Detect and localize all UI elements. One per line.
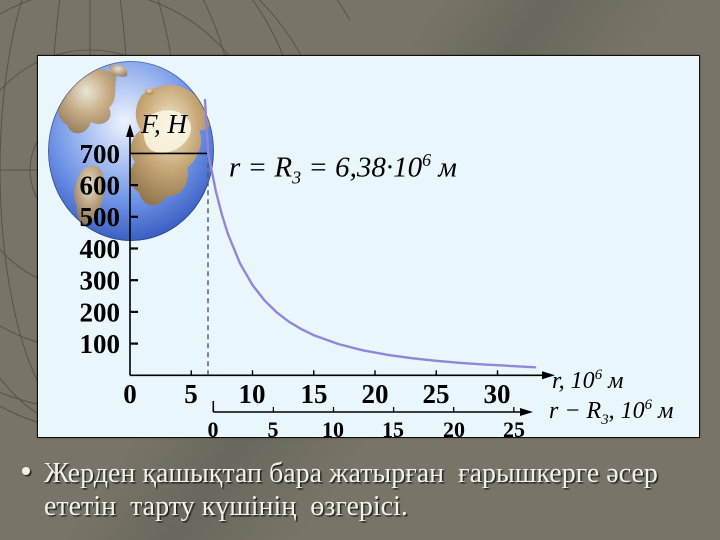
svg-text:10: 10 (239, 379, 266, 409)
svg-text:0: 0 (123, 379, 137, 409)
svg-text:100: 100 (80, 329, 121, 359)
svg-text:0: 0 (208, 417, 219, 438)
svg-text:20: 20 (443, 417, 465, 438)
svg-text:25: 25 (423, 379, 450, 409)
svg-text:30: 30 (484, 379, 511, 409)
svg-text:5: 5 (184, 379, 198, 409)
svg-text:15: 15 (382, 417, 404, 438)
svg-text:F, H: F, H (140, 109, 189, 139)
svg-text:15: 15 (301, 379, 328, 409)
svg-text:5: 5 (268, 417, 279, 438)
svg-text:25: 25 (503, 417, 525, 438)
svg-text:200: 200 (80, 298, 121, 328)
svg-text:10: 10 (322, 417, 344, 438)
svg-text:300: 300 (80, 266, 121, 296)
svg-text:500: 500 (80, 202, 121, 232)
svg-text:20: 20 (362, 379, 389, 409)
svg-text:700: 700 (80, 139, 121, 169)
svg-text:400: 400 (80, 234, 121, 264)
svg-text:600: 600 (80, 171, 121, 201)
